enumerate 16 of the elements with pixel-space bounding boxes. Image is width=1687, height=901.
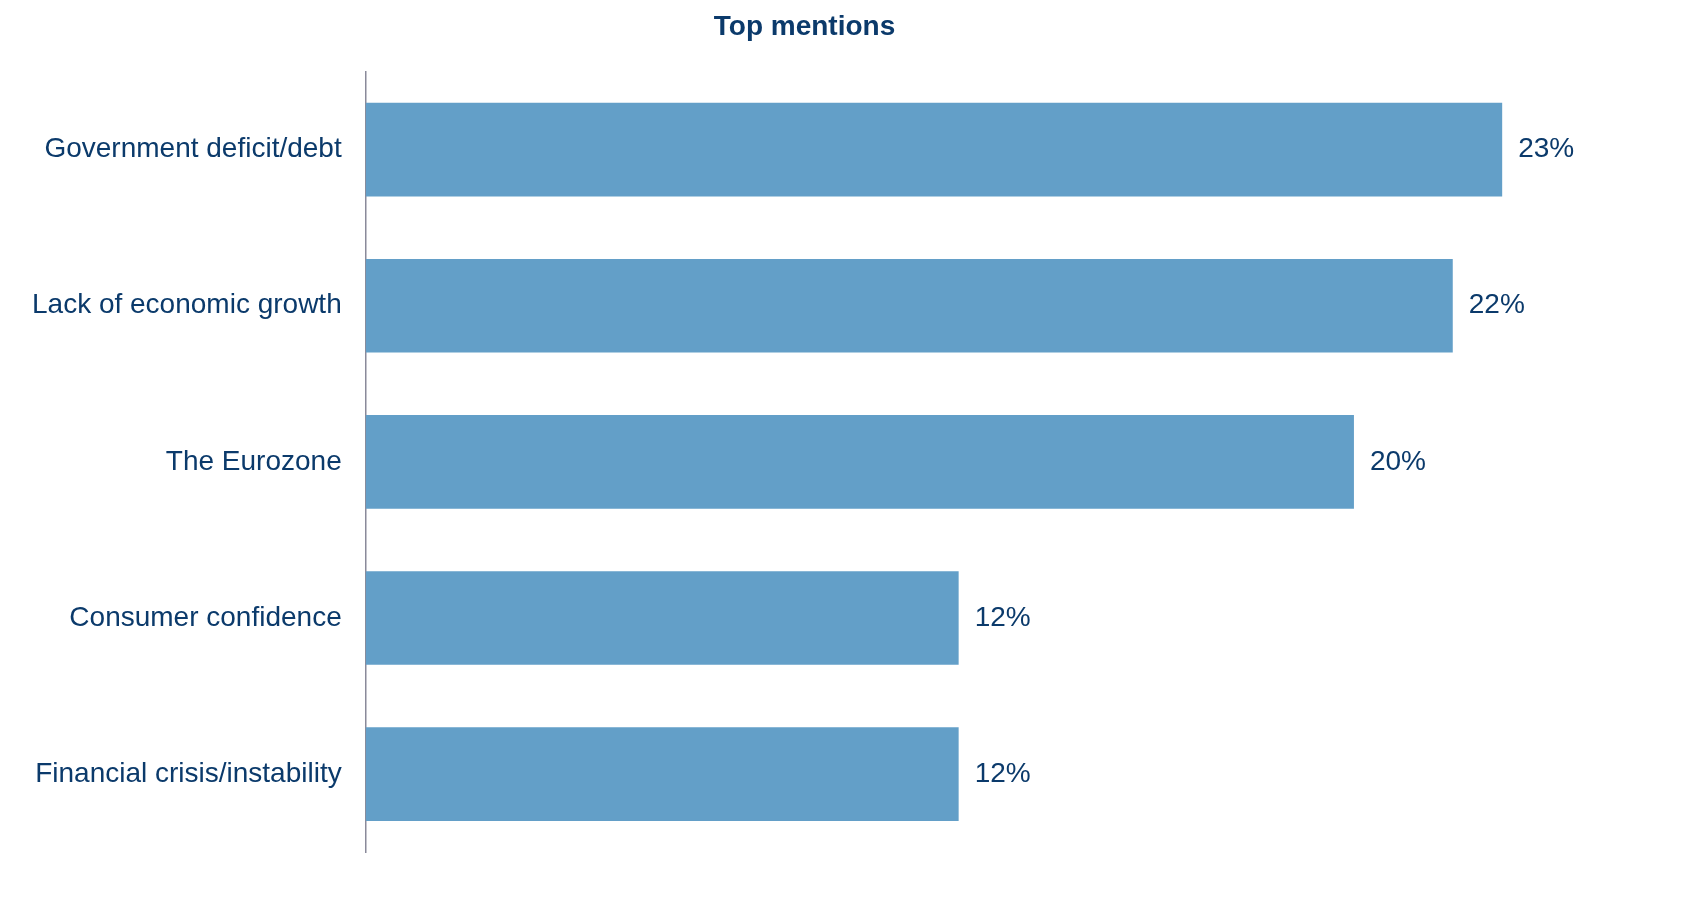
y-tick-label: Government deficit/debt xyxy=(44,132,342,164)
data-label: 23% xyxy=(1518,132,1575,164)
bar xyxy=(365,258,1453,353)
data-label: 20% xyxy=(1369,444,1426,476)
bar xyxy=(365,415,1354,509)
y-tick-label: Lack of economic growth xyxy=(31,288,342,320)
bar xyxy=(365,727,959,821)
data-label: 12% xyxy=(974,756,1031,788)
chart-title: Top mentions xyxy=(713,9,896,41)
data-label: 12% xyxy=(974,600,1031,632)
y-tick-label: The Eurozone xyxy=(165,444,342,476)
bar xyxy=(365,571,959,665)
y-tick-label: Consumer confidence xyxy=(69,600,342,632)
data-label: 22% xyxy=(1468,288,1525,320)
y-tick-label: Financial crisis/instability xyxy=(35,756,342,788)
bar xyxy=(365,102,1503,197)
